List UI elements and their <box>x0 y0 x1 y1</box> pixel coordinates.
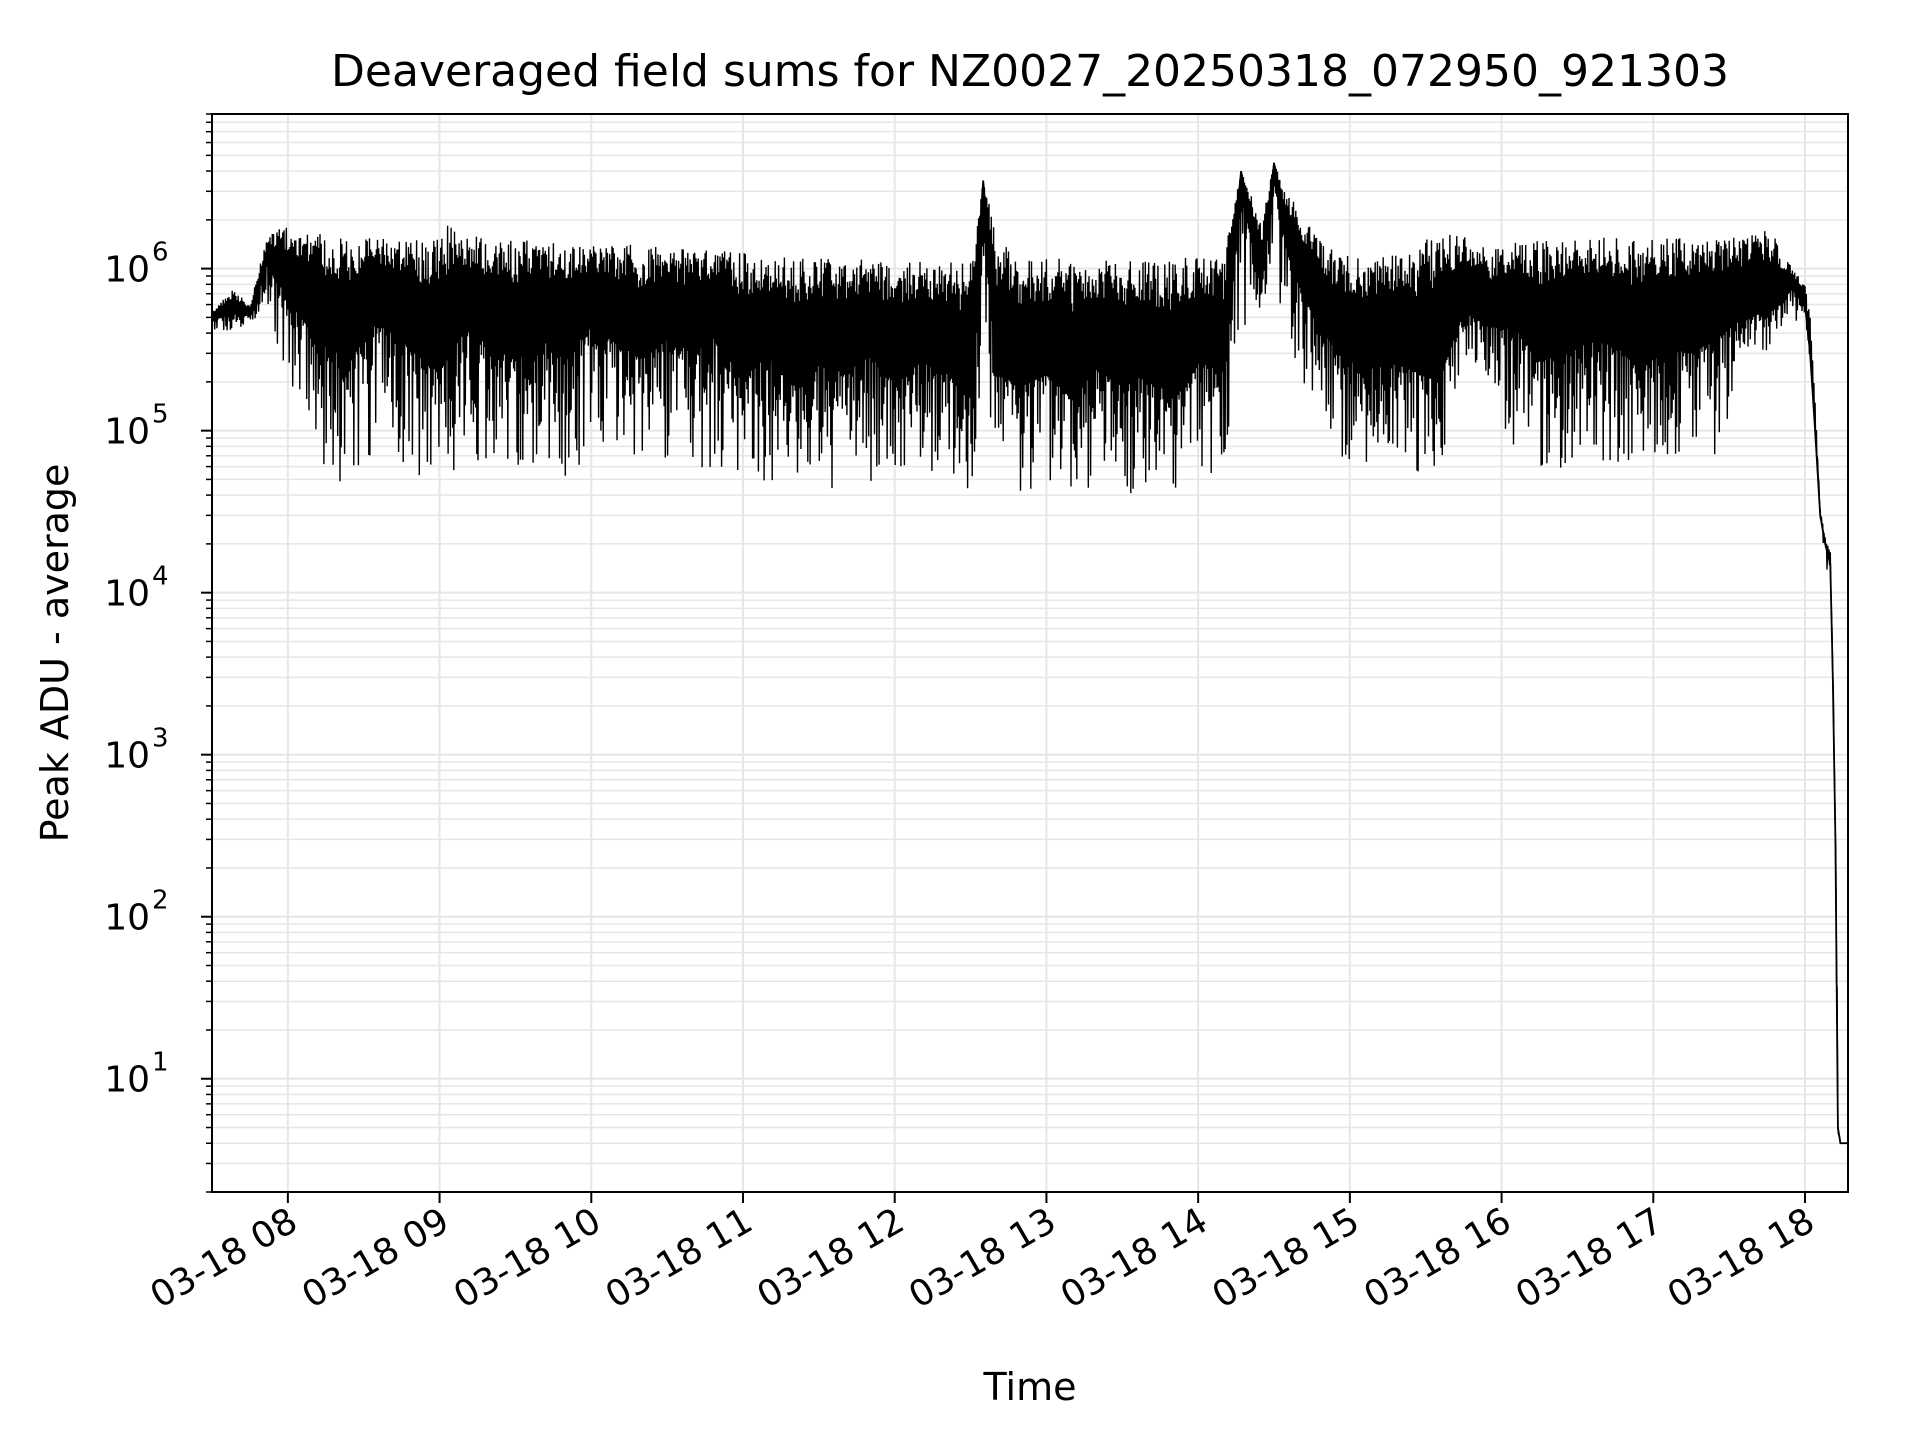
plot-frame <box>211 113 1849 1193</box>
y-tick-label: 10 <box>104 898 150 939</box>
x-axis-label: Time <box>983 1365 1077 1409</box>
y-tick-label: 10 <box>104 574 150 615</box>
y-tick-exponent: 4 <box>152 562 169 592</box>
y-tick-exponent: 3 <box>152 724 169 754</box>
y-tick-label: 10 <box>104 412 150 453</box>
y-tick-exponent: 6 <box>152 238 169 268</box>
y-tick-exponent: 1 <box>152 1048 169 1078</box>
chart-title: Deaveraged field sums for NZ0027_2025031… <box>331 46 1729 97</box>
y-tick-exponent: 5 <box>152 400 169 430</box>
series-spikes <box>211 162 1848 1144</box>
y-tick-label: 10 <box>104 736 150 777</box>
y-tick-label: 10 <box>104 250 150 291</box>
grid-layer <box>212 113 1848 1193</box>
y-tick-exponent: 2 <box>152 886 169 916</box>
series-layer <box>211 162 1849 1145</box>
y-axis-label: Peak ADU - average <box>33 464 77 843</box>
y-tick-label: 10 <box>104 1060 150 1101</box>
